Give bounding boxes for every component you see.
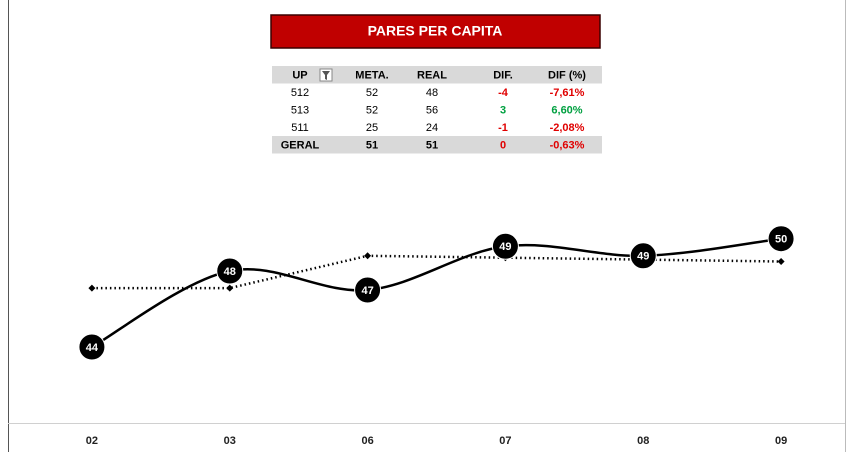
data-label: 47 xyxy=(361,285,373,297)
table-cell: 512 xyxy=(291,87,309,99)
table-cell: 511 xyxy=(291,122,309,134)
table-cell: 3 xyxy=(500,105,506,117)
data-label: 50 xyxy=(775,234,787,246)
x-tick-label: 08 xyxy=(637,435,649,447)
point xyxy=(216,257,244,285)
table-cell: -0,63% xyxy=(550,140,585,152)
point xyxy=(226,284,234,292)
x-tick-label: 03 xyxy=(224,435,236,447)
table-cell: 52 xyxy=(366,87,378,99)
data-label: 44 xyxy=(86,342,99,354)
column-header: DIF. xyxy=(493,70,513,82)
table-cell: 56 xyxy=(426,105,438,117)
plot: 02 03 06 07 08 09 44 48 47 49 49 50 xyxy=(78,225,795,447)
point xyxy=(491,232,519,260)
table-cell: 0 xyxy=(500,140,506,152)
data-label: 49 xyxy=(637,251,649,263)
point xyxy=(767,225,795,253)
x-tick-label: 06 xyxy=(361,435,373,447)
point xyxy=(88,284,96,292)
point xyxy=(364,252,372,260)
column-header: DIF (%) xyxy=(548,70,586,82)
table-cell: GERAL xyxy=(281,140,320,152)
table-header-bg xyxy=(272,66,602,84)
column-header: META. xyxy=(355,70,388,82)
data-label: 49 xyxy=(499,241,511,253)
point xyxy=(629,242,657,270)
title-banner xyxy=(270,14,601,49)
table-cell: 25 xyxy=(366,122,378,134)
table-cell: 51 xyxy=(426,140,438,152)
column-header: REAL xyxy=(417,70,447,82)
table-cell: -2,08% xyxy=(550,122,585,134)
table-total-bg xyxy=(272,136,602,154)
table-cell: -1 xyxy=(498,122,508,134)
table-cell: -7,61% xyxy=(550,87,585,99)
x-tick-label: 09 xyxy=(775,435,787,447)
point xyxy=(777,258,785,265)
point xyxy=(78,333,106,361)
x-tick-label: 07 xyxy=(499,435,511,447)
table-cell: 24 xyxy=(426,122,438,134)
table-cell: 52 xyxy=(366,105,378,117)
column-header: UP xyxy=(292,70,307,82)
data-label: 48 xyxy=(224,266,236,278)
point xyxy=(354,276,382,304)
table-cell: -4 xyxy=(498,87,509,99)
table-cell: 6,60% xyxy=(551,105,582,117)
summary-table: UP META. REAL DIF. DIF (%)512 52 48 -4 -7,61%513… xyxy=(272,66,602,154)
filter-glyph xyxy=(322,71,330,80)
table-cell: 513 xyxy=(291,105,309,117)
x-tick-label: 02 xyxy=(86,435,98,447)
table-cell: 51 xyxy=(366,140,378,152)
table-cell: 48 xyxy=(426,87,438,99)
title: PARES PER CAPITA xyxy=(368,23,503,39)
